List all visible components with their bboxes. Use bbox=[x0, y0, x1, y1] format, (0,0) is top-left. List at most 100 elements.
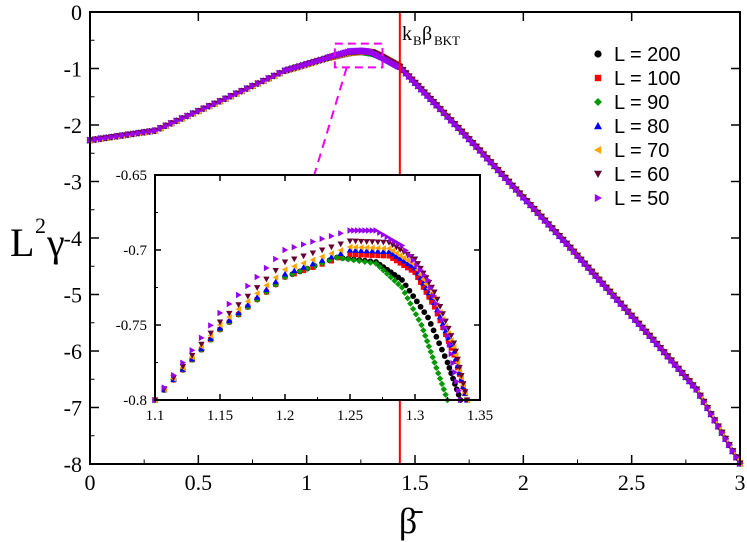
vline-label-sub1: B bbox=[413, 33, 422, 48]
main-data-point bbox=[552, 228, 560, 236]
main-data-point bbox=[563, 240, 571, 248]
legend-marker bbox=[594, 194, 602, 202]
inset-x-tick-label: 1.1 bbox=[146, 408, 165, 424]
inset-data-point bbox=[281, 266, 288, 273]
vline-label: k B β BKT bbox=[402, 23, 460, 48]
inset-data-point bbox=[281, 259, 289, 266]
legend-label: L = 80 bbox=[614, 116, 669, 138]
inset-data-point bbox=[338, 230, 344, 237]
main-data-point bbox=[603, 284, 610, 292]
inset-data-point bbox=[347, 251, 353, 258]
main-data-point bbox=[672, 360, 679, 369]
main-data-point bbox=[701, 398, 708, 406]
y-axis-title: L 2 γ bbox=[10, 213, 65, 265]
inset-data-point bbox=[438, 380, 446, 388]
main-data-point bbox=[495, 166, 502, 174]
inset-data-point bbox=[346, 243, 353, 251]
main-data-point bbox=[621, 304, 629, 312]
inset-data-point bbox=[380, 267, 387, 274]
inset-data-point bbox=[409, 305, 417, 313]
inset-data-point bbox=[456, 387, 462, 394]
inset-data-point bbox=[442, 391, 449, 398]
main-series bbox=[87, 47, 744, 468]
inset-data-point bbox=[226, 310, 233, 317]
main-y-tick-label: -6 bbox=[64, 339, 82, 364]
inset-data-point bbox=[245, 282, 252, 290]
inset-data-point bbox=[418, 279, 424, 285]
inset-data-point bbox=[189, 347, 196, 354]
vline-label-sub2: BKT bbox=[434, 33, 460, 48]
legend-marker bbox=[594, 50, 602, 58]
inset-data-point bbox=[369, 239, 376, 246]
main-data-point bbox=[654, 340, 661, 348]
inset-data-point bbox=[291, 263, 297, 270]
inset-data-point bbox=[415, 316, 422, 323]
legend-label: L = 90 bbox=[614, 92, 669, 114]
main-data-point bbox=[173, 117, 181, 125]
inset-data-point bbox=[389, 242, 396, 249]
main-data-point bbox=[516, 189, 524, 198]
main-data-point bbox=[97, 135, 105, 143]
inset-data-point bbox=[436, 340, 443, 347]
main-data-point bbox=[617, 300, 625, 308]
inset-data-point bbox=[405, 265, 411, 271]
inset-data-point bbox=[304, 265, 311, 272]
inset-data-point bbox=[433, 364, 440, 372]
main-data-point bbox=[480, 150, 488, 158]
main-data-point bbox=[455, 124, 462, 132]
inset-data-point bbox=[282, 246, 289, 254]
inset-data-point bbox=[328, 244, 335, 251]
inset-data-point bbox=[461, 389, 469, 396]
legend-entry: L = 60 bbox=[594, 164, 669, 186]
inset-data-point bbox=[408, 267, 414, 273]
inset-data-point bbox=[410, 257, 417, 264]
inset-data-point bbox=[198, 334, 205, 342]
main-data-point bbox=[103, 134, 110, 142]
inset-data-point bbox=[350, 256, 357, 264]
inset-data-point bbox=[372, 260, 380, 267]
inset-data-point bbox=[263, 264, 270, 272]
inset-data-point bbox=[421, 271, 428, 279]
inset-data-point bbox=[328, 250, 334, 257]
main-data-point bbox=[466, 135, 473, 143]
main-data-point bbox=[459, 127, 466, 136]
inset-series bbox=[152, 227, 464, 404]
inset-data-point bbox=[454, 359, 461, 366]
inset-data-point bbox=[216, 321, 223, 329]
inset-data-point bbox=[425, 314, 431, 321]
main-data-point bbox=[441, 109, 448, 117]
inset-data-point bbox=[460, 381, 467, 387]
inset-data-point bbox=[291, 244, 298, 251]
main-data-point bbox=[513, 185, 520, 194]
inset-data-point bbox=[357, 244, 364, 251]
inset-data-point bbox=[454, 378, 460, 385]
main-data-point bbox=[574, 252, 582, 260]
inset-data-point bbox=[253, 290, 260, 297]
inset-data-point bbox=[450, 340, 458, 347]
main-data-point bbox=[487, 158, 495, 166]
inset-data-point bbox=[404, 295, 411, 302]
inset-data-point bbox=[301, 268, 307, 274]
main-data-point bbox=[509, 181, 517, 190]
inset-data-point bbox=[423, 337, 431, 345]
main-data-point bbox=[437, 105, 444, 113]
main-data-point bbox=[682, 373, 690, 381]
inset-data-point bbox=[439, 311, 447, 318]
inset-data-point bbox=[363, 239, 370, 245]
main-data-point bbox=[592, 272, 600, 280]
inset-data-point bbox=[376, 263, 383, 271]
main-data-point bbox=[549, 224, 556, 232]
main-data-point bbox=[125, 131, 132, 139]
inset-data-point bbox=[171, 371, 177, 379]
inset-data-point bbox=[339, 255, 346, 262]
main-x-tick-label: 3 bbox=[735, 470, 746, 495]
inset-data-point bbox=[318, 247, 326, 254]
main-data-point bbox=[661, 348, 668, 356]
inset-data-point bbox=[380, 248, 387, 254]
inset-data-point bbox=[263, 276, 270, 283]
inset-data-point bbox=[179, 364, 187, 370]
inset-data-point bbox=[188, 352, 196, 359]
inset-data-point bbox=[301, 241, 307, 248]
inset-data-point bbox=[395, 240, 402, 247]
